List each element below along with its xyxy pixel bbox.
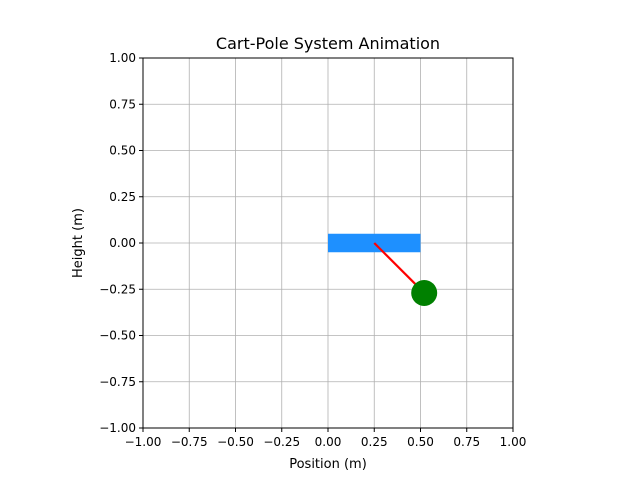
y-tick-label: −0.25 — [99, 282, 136, 296]
pole-bob — [411, 279, 438, 306]
y-tick-label: −1.00 — [99, 421, 136, 435]
x-tick-label: −0.50 — [217, 435, 254, 449]
y-tick-label: 0.25 — [109, 190, 136, 204]
marks — [328, 233, 438, 306]
x-tick-label: 0.75 — [453, 435, 480, 449]
y-tick-label: −0.50 — [99, 329, 136, 343]
x-tick-label: −0.75 — [171, 435, 208, 449]
x-tick-label: 0.25 — [361, 435, 388, 449]
chart-title: Cart-Pole System Animation — [216, 34, 440, 53]
y-axis-label: Height (m) — [71, 208, 86, 278]
y-tick-label: 1.00 — [109, 51, 136, 65]
x-tick-label: 0.00 — [315, 435, 342, 449]
y-tick-label: −0.75 — [99, 375, 136, 389]
x-tick-label: 1.00 — [500, 435, 527, 449]
x-tick-label: −1.00 — [125, 435, 162, 449]
y-tick-label: 0.50 — [109, 144, 136, 158]
x-axis-label: Position (m) — [289, 457, 367, 472]
x-ticks: −1.00 −0.75 −0.50 −0.25 0.00 0.25 0.50 0.75 1.00 — [125, 428, 527, 449]
y-ticks: 1.00 0.75 0.50 0.25 0.00 −0.25 −0.50 −0.75 −1.00 — [99, 51, 143, 435]
y-tick-label: 0.00 — [109, 236, 136, 250]
x-tick-label: 0.50 — [407, 435, 434, 449]
y-tick-label: 0.75 — [109, 97, 136, 111]
x-tick-label: −0.25 — [263, 435, 300, 449]
